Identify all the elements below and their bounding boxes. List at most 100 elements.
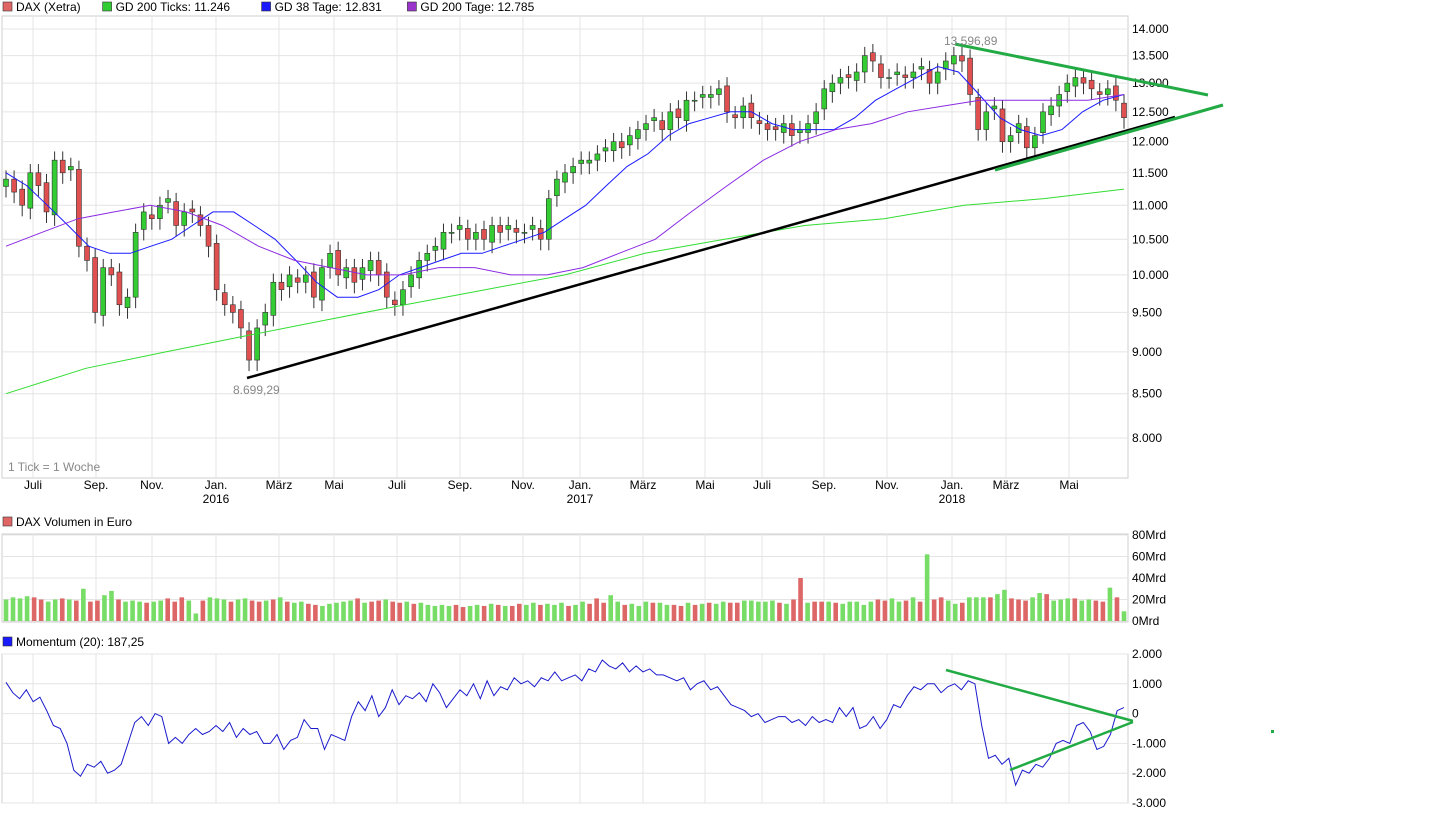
- candle-body: [246, 330, 252, 361]
- volume-bar: [439, 604, 445, 621]
- candle-body: [140, 211, 147, 230]
- x-month-label: Juli: [24, 478, 42, 492]
- candle-body: [1096, 91, 1103, 95]
- candle-body: [302, 274, 309, 283]
- candle-body: [213, 243, 220, 290]
- volume-bar: [172, 601, 178, 621]
- volume-bar: [1065, 598, 1071, 621]
- volume-bar: [798, 578, 803, 621]
- candle-body: [1064, 82, 1071, 92]
- candle-body: [951, 55, 957, 65]
- candle-body: [505, 225, 512, 230]
- candle-body: [84, 245, 90, 261]
- candle-body: [845, 74, 852, 78]
- momentum-title: Momentum (20): 187,25: [16, 635, 144, 649]
- volume-bar: [1016, 599, 1021, 621]
- candle-body: [513, 228, 520, 233]
- volume-bar: [833, 602, 839, 621]
- candle-body: [748, 102, 755, 118]
- candle-body: [149, 214, 155, 219]
- volume-bar: [193, 613, 199, 621]
- candle-body: [983, 111, 990, 130]
- x-year-label: 2018: [939, 492, 966, 506]
- volume-bar: [622, 604, 628, 621]
- volume-bar: [390, 601, 396, 621]
- volume-bar: [559, 602, 564, 621]
- candle-body: [375, 260, 382, 276]
- annotation-high: 13.596,89: [944, 34, 998, 48]
- volume-bar: [214, 598, 220, 621]
- volume-bar: [1121, 611, 1127, 621]
- volume-bar: [974, 597, 979, 621]
- candle-body: [124, 296, 131, 308]
- y-tick-label: 13.500: [1132, 49, 1169, 63]
- candle-body: [1023, 126, 1030, 149]
- candle-body: [1048, 105, 1054, 116]
- volume-bar: [713, 603, 719, 621]
- y-tick-label: 11.500: [1132, 166, 1168, 180]
- volume-bar: [228, 601, 234, 621]
- volume-bar: [538, 604, 543, 621]
- y-tick-label: 0: [1132, 707, 1139, 721]
- candle-body: [667, 111, 674, 130]
- candle-body: [1072, 77, 1079, 87]
- candle-body: [545, 198, 552, 240]
- volume-bar: [910, 597, 916, 621]
- volume-bar: [959, 602, 965, 621]
- candle-body: [659, 120, 666, 130]
- x-year-label: 2016: [203, 492, 230, 506]
- candle-body: [327, 253, 333, 268]
- x-month-label: Jan.: [569, 478, 592, 492]
- candle-body: [959, 55, 965, 62]
- volume-bar: [284, 601, 290, 621]
- candle-body: [562, 172, 568, 183]
- volume-bar: [52, 599, 58, 621]
- volume-bar: [446, 605, 452, 621]
- candle-body: [529, 225, 536, 230]
- volume-bar: [418, 602, 424, 621]
- candle-body: [627, 135, 633, 146]
- candle-body: [35, 172, 42, 186]
- candle-body: [165, 198, 171, 203]
- volume-bar: [88, 601, 93, 621]
- candle-body: [699, 94, 706, 98]
- candle-body: [481, 229, 487, 240]
- ma38-line: [5, 65, 1125, 298]
- volume-bar: [988, 597, 993, 621]
- volume-bar: [854, 601, 860, 621]
- volume-bar: [256, 601, 262, 621]
- volume-bar: [1009, 598, 1014, 621]
- y-tick-label: -3.000: [1132, 796, 1166, 810]
- volume-bar: [362, 602, 367, 621]
- volume-title: DAX Volumen in Euro: [16, 515, 132, 529]
- ma200-days-line: [5, 94, 1125, 276]
- candle-body: [262, 312, 269, 326]
- volume-bar: [299, 601, 304, 621]
- volume-bar: [924, 554, 930, 621]
- volume-bar: [967, 597, 972, 621]
- candle-body: [1007, 135, 1014, 142]
- legend-swatch: [102, 1, 112, 12]
- x-month-label: Mai: [1059, 478, 1078, 492]
- volume-bar: [826, 601, 831, 621]
- volume-bar: [903, 600, 909, 621]
- candle-body: [311, 271, 317, 298]
- y-tick-label: 60Mrd: [1132, 550, 1166, 564]
- volume-bar: [1072, 598, 1078, 621]
- candle-body: [76, 169, 82, 247]
- volume-bar: [896, 601, 902, 621]
- volume-bar: [158, 600, 163, 621]
- volume-bar: [636, 605, 642, 621]
- y-tick-label: 8.000: [1132, 431, 1162, 445]
- candle-body: [1032, 135, 1038, 149]
- x-month-label: Sep.: [84, 478, 109, 492]
- volume-bar: [742, 600, 747, 621]
- volume-bar: [31, 597, 37, 621]
- candle-body: [829, 82, 836, 93]
- candle-body: [408, 274, 414, 288]
- volume-bar: [685, 602, 691, 621]
- volume-bar: [749, 600, 754, 621]
- candle-body: [497, 225, 503, 233]
- volume-bar: [116, 599, 121, 621]
